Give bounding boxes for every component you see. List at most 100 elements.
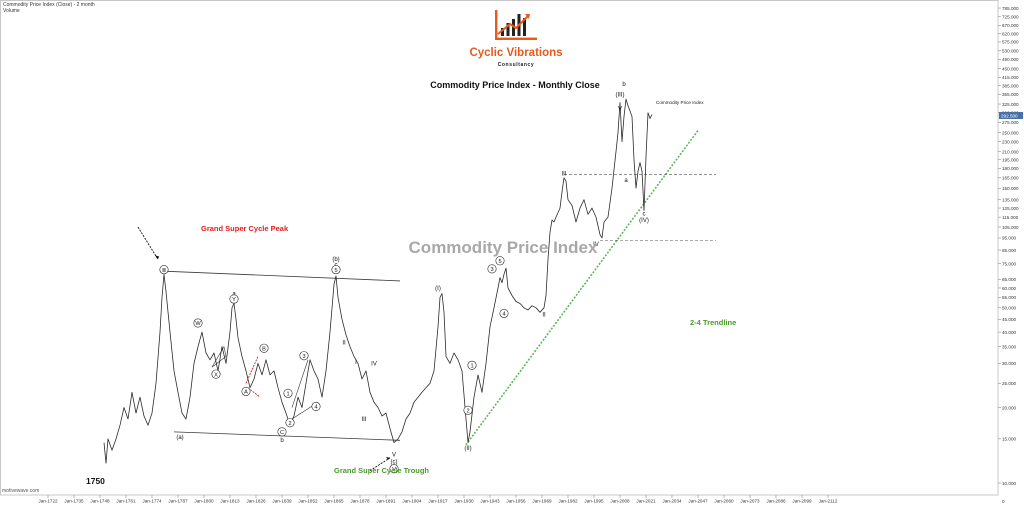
x-tick-label: Jan-2099	[792, 499, 812, 504]
red-dashed-line	[247, 387, 261, 398]
logo-bars-icon	[495, 10, 537, 40]
start-year-label: 1750	[86, 476, 105, 486]
y-tick-label: 230.000	[1002, 139, 1019, 144]
wave-label: (III)	[616, 93, 625, 99]
y-tick-label: 30.000	[1002, 361, 1016, 366]
pattern-line	[223, 346, 227, 357]
wave-label: 5	[498, 259, 501, 265]
y-tick-label: 105.000	[1002, 225, 1019, 230]
wave-label-circle	[499, 308, 509, 318]
y-tick-label: 15.000	[1002, 437, 1016, 442]
wave-label-circle	[283, 388, 293, 398]
wave-label: II	[342, 340, 346, 346]
wave-label-circle	[331, 265, 341, 275]
pattern-line	[291, 359, 309, 408]
x-tick-label: Jan-1761	[116, 499, 136, 504]
y-tick-label: 85.000	[1002, 248, 1016, 253]
x-tick-label: Jan-1839	[272, 499, 292, 504]
peak-arrow	[137, 226, 159, 260]
wave-label: (I)	[435, 286, 441, 292]
x-tick-label: Jan-2008	[610, 499, 630, 504]
plot-border	[0, 0, 999, 496]
price-line	[103, 98, 653, 464]
x-tick-label: Jan-1995	[584, 499, 604, 504]
wave-label: (IV)	[639, 218, 649, 224]
y-axis: 10.000 15.000 20.000 25.000 30.000 35.000 40.0…	[998, 6, 1023, 486]
y-tick-label: 75.000	[1002, 261, 1016, 266]
x-tick-label: Jan-1917	[428, 499, 448, 504]
pattern-line	[211, 346, 225, 368]
y-tick-label: 55.000	[1002, 295, 1016, 300]
y-tick-label: 385.000	[1002, 83, 1019, 88]
last-price-badge	[999, 112, 1023, 120]
x-tick-label: Jan-1787	[168, 499, 188, 504]
x-tick-label: Jan-1956	[506, 499, 526, 504]
y-tick-label: 65.000	[1002, 277, 1016, 282]
wave-label: b	[622, 82, 626, 88]
trough-note: Grand Super Cycle Trough	[334, 466, 430, 475]
chart-title: Commodity Price Index - Monthly Close	[430, 80, 600, 90]
wave-label: X	[214, 372, 218, 378]
wave-label-circle	[241, 386, 251, 396]
x-tick-label: Jan-1891	[376, 499, 396, 504]
x-tick-label: Jan-1748	[90, 499, 110, 504]
y-tick-label: 180.000	[1002, 166, 1019, 171]
y-tick-label: 670.000	[1002, 23, 1019, 28]
x-tick-label: Jan-1904	[402, 499, 422, 504]
wave-label: (II)	[464, 446, 471, 452]
x-tick-label: Jan-2073	[740, 499, 760, 504]
wave-label: C	[280, 430, 284, 436]
y-tick-label: 10.000	[1002, 481, 1016, 486]
wave-label-circle	[463, 405, 473, 415]
wave-label-circle	[299, 351, 309, 361]
wave-label-circle	[389, 464, 399, 474]
wave-label: 3	[302, 354, 305, 360]
wave-label: A	[244, 390, 248, 396]
x-tick-label: Jan-1969	[532, 499, 552, 504]
wave-label: I	[355, 360, 357, 366]
y-tick-label: 490.000	[1002, 57, 1019, 62]
x-tick-label: Jan-1878	[350, 499, 370, 504]
wave-labels: Ⅲ(a)WXaYABCb1234(b)c5IIIIIIIVV(c)Ⅴ(I)(II…	[159, 82, 649, 474]
wave-label-circle	[487, 264, 497, 274]
x-tick-label: Jan-2086	[766, 499, 786, 504]
y-tick-label: 35.000	[1002, 344, 1016, 349]
wave-label: b	[280, 438, 284, 444]
wave-label-circle	[311, 401, 321, 411]
wave-label-circle	[259, 343, 269, 353]
y-tick-label: 135.000	[1002, 197, 1019, 202]
y-tick-label: 60.000	[1002, 286, 1016, 291]
wave-label: (b)	[332, 257, 339, 263]
wave-label: Ⅴ	[392, 467, 397, 473]
wave-label: B	[262, 346, 266, 352]
x-tick-label: Jan-1982	[558, 499, 578, 504]
x-tick-label: Jan-1774	[142, 499, 162, 504]
chart-frame	[0, 0, 999, 496]
trough-arrow	[369, 457, 391, 472]
y-tick-label: 450.000	[1002, 66, 1019, 71]
trendline-2-4	[465, 129, 699, 446]
wave-label: IV	[593, 242, 599, 248]
x-axis: Jan-1722 Jan-1735 Jan-1748 Jan-1761 Jan-1774…	[38, 495, 1005, 504]
x-tick-label: Jan-1930	[454, 499, 474, 504]
y-tick-label: 95.000	[1002, 236, 1016, 241]
pattern-line	[211, 356, 227, 368]
y-tick-label: 620.000	[1002, 32, 1019, 37]
x-tick-label: Jan-2060	[714, 499, 734, 504]
y-tick-label: 325.000	[1002, 102, 1019, 107]
x-tick-label: Jan-1943	[480, 499, 500, 504]
corner-zero-label: 0	[1002, 499, 1005, 503]
y-tick-label: 355.000	[1002, 92, 1019, 97]
wave-label: 1	[286, 391, 289, 397]
x-tick-label: Jan-2112	[819, 499, 838, 504]
wave-label: Ⅲ	[162, 268, 166, 274]
x-tick-label: Jan-1813	[220, 499, 240, 504]
wave-label-circle	[211, 369, 221, 379]
wave-label: 4	[314, 405, 317, 411]
logo-name: Cyclic Vibrations	[469, 47, 563, 59]
wave-label-circle	[285, 418, 295, 428]
y-tick-label: 210.000	[1002, 149, 1019, 154]
wave-label: (c)	[391, 460, 398, 466]
